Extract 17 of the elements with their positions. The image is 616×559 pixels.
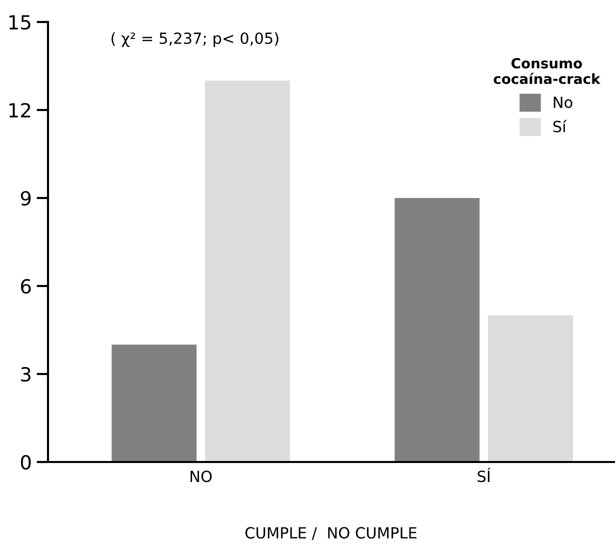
bar: [394, 198, 480, 462]
x-tick-label: NO: [190, 470, 212, 482]
y-tick-label: 3: [21, 366, 30, 382]
y-tick-label: 6: [21, 278, 31, 294]
legend-label: Sí: [553, 120, 567, 132]
annotation: ( χ² = 5,237; p< 0,05): [112, 32, 278, 47]
x-tick-label: SÍ: [478, 468, 490, 482]
legend-label: No: [554, 96, 572, 108]
bar: [205, 80, 290, 462]
y-tick-label: 9: [20, 190, 31, 206]
y-tick-label: 12: [9, 102, 30, 118]
y-tick-label: 0: [20, 454, 31, 470]
x-axis-title: CUMPLE / NO CUMPLE: [245, 527, 416, 540]
bar: [488, 315, 573, 462]
legend-title: Consumo cocaína-crack: [494, 58, 601, 84]
y-tick-label: 15: [9, 15, 30, 30]
bar: [112, 344, 197, 462]
